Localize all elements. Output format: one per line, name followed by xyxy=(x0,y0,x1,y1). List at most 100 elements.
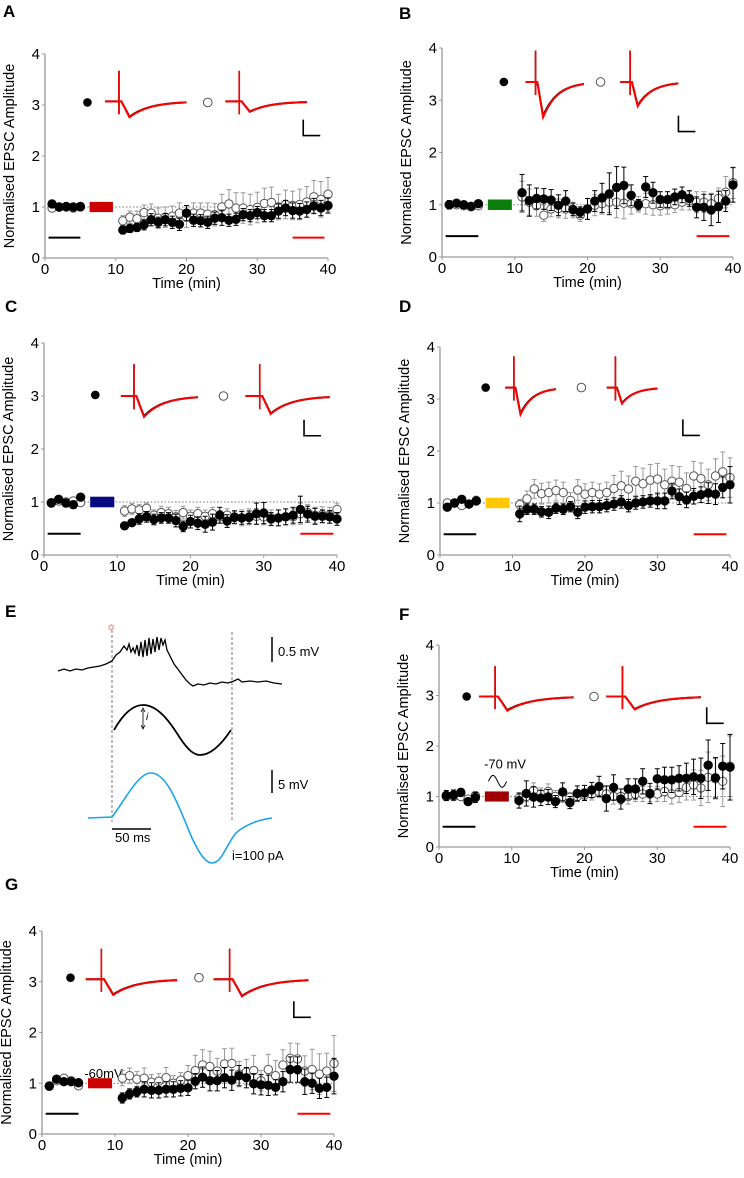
scale-bar xyxy=(302,119,321,137)
x-tick-label: 40 xyxy=(722,558,739,575)
filled-marker-legend-icon xyxy=(83,98,92,107)
x-tick-label: 40 xyxy=(722,850,739,867)
filled-data-point xyxy=(471,496,481,506)
x-tick-label: 20 xyxy=(182,558,199,575)
inset-trace-filled-post xyxy=(120,395,198,419)
x-tick-label: 30 xyxy=(249,261,266,278)
scale-label-5mv: 5 mV xyxy=(278,777,309,792)
arrowheads-icon xyxy=(140,707,146,730)
x-axis-label: Time (min) xyxy=(156,573,225,589)
filled-data-point xyxy=(681,495,692,505)
filled-data-point xyxy=(641,182,651,192)
open-marker-legend-icon xyxy=(202,97,213,108)
filled-data-point xyxy=(601,793,612,804)
filled-data-point xyxy=(231,214,241,224)
open-data-point xyxy=(227,1058,237,1069)
open-data-point xyxy=(660,480,670,490)
filled-data-point xyxy=(171,515,181,526)
open-data-point xyxy=(161,1072,171,1083)
filled-data-point xyxy=(550,796,561,807)
open-data-point xyxy=(623,484,634,494)
filled-marker-legend-icon xyxy=(462,692,471,701)
x-tick-label: 30 xyxy=(253,1137,270,1154)
filled-data-point xyxy=(442,502,452,512)
scale-bar xyxy=(677,115,696,133)
x-axis-label: Time (min) xyxy=(154,1152,223,1168)
y-tick-label: 2 xyxy=(32,148,40,165)
filled-data-point xyxy=(582,204,593,214)
x-tick-label: 40 xyxy=(326,1137,343,1154)
panel-letters: A B C D E F G xyxy=(3,2,411,894)
filled-data-point xyxy=(203,217,213,228)
panel-label-f: F xyxy=(399,605,409,624)
panel-e-traces: ✡ i 0.5 mV 5 mV 50 ms i=100 pA xyxy=(57,623,320,864)
filled-data-point xyxy=(449,498,460,508)
inset-trace-filled-post xyxy=(479,695,574,713)
x-tick-label: 30 xyxy=(649,558,666,575)
filled-data-point xyxy=(292,1064,303,1075)
filled-data-point xyxy=(703,760,713,770)
filled-data-point xyxy=(725,762,735,772)
filled-data-point xyxy=(543,792,553,802)
filled-data-point xyxy=(329,1071,339,1081)
open-data-point xyxy=(602,487,612,498)
x-tick-label: 30 xyxy=(255,558,272,575)
open-data-point xyxy=(638,479,648,489)
filled-data-point xyxy=(178,521,188,532)
filled-data-point xyxy=(44,1081,54,1091)
open-data-point xyxy=(270,1070,281,1081)
y-tick-label: 3 xyxy=(429,92,437,109)
x-axis-label: Time (min) xyxy=(551,573,620,589)
x-tick-label: 40 xyxy=(725,260,742,277)
filled-data-point xyxy=(288,510,298,520)
filled-data-point xyxy=(544,507,554,518)
filled-data-point xyxy=(244,512,254,523)
y-tick-label: 4 xyxy=(427,339,435,356)
filled-data-point xyxy=(473,199,484,209)
filled-data-point xyxy=(594,781,604,792)
filled-data-point xyxy=(75,492,86,502)
y-tick-label: 0 xyxy=(429,249,437,266)
membrane-potential-trace xyxy=(87,772,273,864)
open-data-point xyxy=(322,1066,332,1076)
x-tick-label: 10 xyxy=(504,558,521,575)
filled-data-point xyxy=(270,1082,281,1093)
open-data-point xyxy=(718,467,728,477)
filled-data-point xyxy=(560,196,571,206)
y-tick-label: 1 xyxy=(426,789,434,806)
y-tick-label: 2 xyxy=(429,145,437,162)
filled-data-point xyxy=(139,220,149,230)
filled-data-point xyxy=(207,517,218,527)
filled-data-point xyxy=(456,787,466,798)
y-axis-label: Normalised EPSC Amplitude xyxy=(1,357,17,542)
open-data-point xyxy=(652,474,663,484)
filled-data-point xyxy=(259,508,269,518)
y-tick-label: 1 xyxy=(31,494,39,511)
open-data-point xyxy=(573,485,583,495)
y-tick-label: 0 xyxy=(29,1126,37,1143)
filled-data-point xyxy=(546,195,556,205)
filled-marker-legend-icon xyxy=(66,973,75,982)
sine-current-trace xyxy=(113,704,232,756)
filled-data-point xyxy=(295,504,306,515)
y-tick-label: 1 xyxy=(429,197,437,214)
panel-label-a: A xyxy=(3,2,15,21)
filled-data-point xyxy=(710,489,721,499)
treatment-bar xyxy=(487,199,512,210)
treatment-bar xyxy=(484,791,509,802)
x-tick-label: 0 xyxy=(40,558,48,575)
inset-trace-filled-post xyxy=(85,978,178,997)
y-tick-label: 1 xyxy=(427,495,435,512)
y-tick-label: 3 xyxy=(427,391,435,408)
open-data-point xyxy=(529,484,539,494)
filled-data-point xyxy=(645,788,655,799)
y-axis-label: Normalised EPSC Amplitude xyxy=(397,359,413,544)
y-tick-label: 3 xyxy=(31,388,39,405)
filled-marker-legend-icon xyxy=(499,77,509,87)
inset-trace-open-post xyxy=(606,386,658,406)
open-data-point xyxy=(224,199,234,209)
